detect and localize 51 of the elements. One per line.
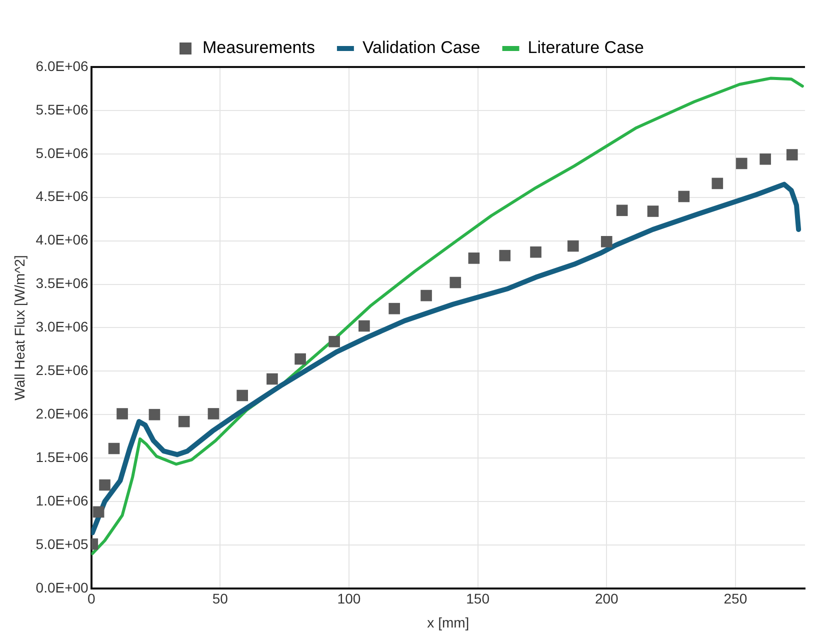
x-tick-label: 100 [337, 590, 361, 607]
x-tick-label: 0 [87, 590, 96, 607]
legend-label: Literature Case [528, 38, 644, 58]
x-tick-label: 150 [466, 590, 490, 607]
point [678, 190, 690, 202]
y-tick-label: 3.0E+06 [36, 318, 89, 335]
y-tick-label: 3.5E+06 [36, 275, 89, 292]
point [736, 158, 748, 170]
point [358, 320, 370, 332]
x-axis-title: x [mm] [427, 614, 470, 630]
point [328, 336, 340, 348]
point [148, 408, 160, 420]
x-tick-label: 50 [212, 590, 228, 607]
point [647, 206, 659, 217]
point [616, 204, 628, 216]
point [92, 506, 104, 518]
point [786, 149, 798, 160]
y-tick-label: 2.5E+06 [36, 362, 89, 378]
point [530, 246, 542, 258]
point [116, 408, 128, 420]
point [388, 302, 400, 314]
x-tick-label: 200 [594, 590, 619, 607]
point [178, 416, 190, 428]
point [420, 290, 432, 302]
y-tick-label: 5.0E+05 [36, 536, 89, 552]
legend-label: Measurements [202, 38, 315, 58]
point [294, 353, 306, 365]
y-tick-label: 4.5E+06 [36, 188, 89, 204]
y-tick-label: 1.0E+06 [36, 492, 89, 508]
point [108, 442, 120, 454]
point [499, 250, 511, 262]
y-tick-label: 4.0E+06 [36, 232, 89, 248]
y-axis-title: Wall Heat Flux [W/m^2] [11, 255, 28, 400]
point [266, 373, 278, 385]
y-tick-label: 1.5E+06 [36, 448, 89, 465]
y-tick-label: 5.0E+06 [36, 144, 89, 161]
point [208, 408, 220, 420]
y-tick-label: 5.5E+06 [36, 101, 89, 118]
legend-label: Validation Case [362, 38, 480, 58]
point [760, 153, 771, 165]
point [468, 252, 480, 264]
y-tick-label: 6.0E+06 [36, 58, 89, 74]
point [712, 178, 724, 190]
point [236, 390, 248, 402]
point [567, 240, 579, 252]
y-tick-label: 0.0E+00 [36, 579, 89, 596]
y-tick-label: 2.0E+06 [36, 405, 89, 422]
point [99, 479, 110, 491]
point [450, 276, 462, 288]
x-tick-label: 250 [724, 590, 748, 607]
point [600, 236, 612, 248]
